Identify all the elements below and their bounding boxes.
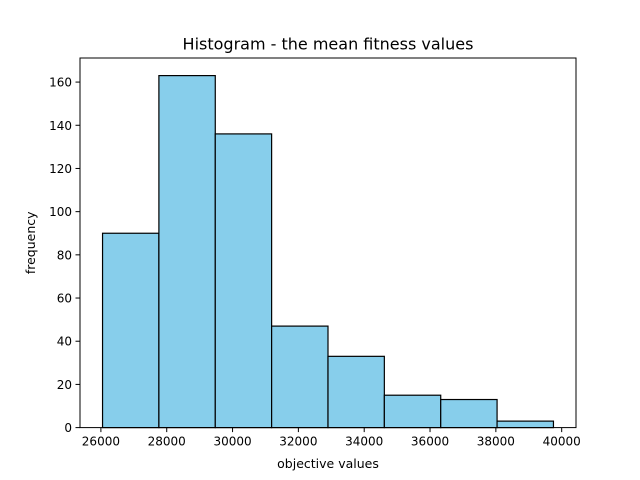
plot-frame xyxy=(79,57,577,429)
x-tick-label: 34000 xyxy=(345,435,383,449)
bars-group xyxy=(101,74,555,429)
chart-title: Histogram - the mean fitness values xyxy=(183,35,474,54)
y-tick-label: 120 xyxy=(49,162,72,176)
y-tick-label: 80 xyxy=(57,248,72,262)
x-tick-label: 28000 xyxy=(148,435,186,449)
y-tick-label: 100 xyxy=(49,205,72,219)
histogram-bar-4 xyxy=(271,325,329,429)
x-tick-label: 40000 xyxy=(543,435,581,449)
y-tick-label: 20 xyxy=(57,378,72,392)
x-tick-label: 26000 xyxy=(82,435,120,449)
x-tick-label: 38000 xyxy=(477,435,515,449)
histogram-bar-1 xyxy=(101,232,160,429)
y-tick-label: 0 xyxy=(64,421,72,435)
x-axis-ticks: 26000 28000 30000 32000 34000 36000 38000 40000 xyxy=(82,427,581,449)
x-tick-label: 32000 xyxy=(279,435,317,449)
y-axis-label: frequency xyxy=(23,211,38,274)
histogram-bar-6 xyxy=(383,394,442,429)
histogram-bar-3 xyxy=(214,133,273,429)
histogram-bar-8 xyxy=(496,420,555,429)
x-axis-label: objective values xyxy=(277,456,379,471)
x-tick-label: 36000 xyxy=(411,435,449,449)
histogram-bar-2 xyxy=(158,74,216,429)
y-tick-label: 160 xyxy=(49,76,72,90)
y-tick-label: 60 xyxy=(57,292,72,306)
x-tick-label: 30000 xyxy=(213,435,251,449)
y-tick-label: 140 xyxy=(49,119,72,133)
histogram-bar-7 xyxy=(440,398,498,429)
histogram-bar-5 xyxy=(327,355,385,429)
y-axis-ticks: 0 20 40 60 80 100 120 140 160 xyxy=(49,76,80,435)
y-tick-label: 40 xyxy=(57,335,72,349)
